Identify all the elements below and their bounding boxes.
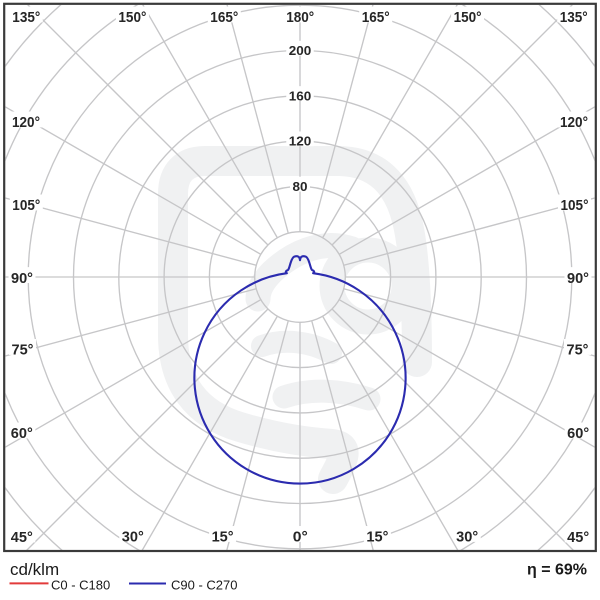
svg-text:30°: 30° xyxy=(456,530,478,546)
svg-text:15°: 15° xyxy=(212,530,234,546)
svg-text:45°: 45° xyxy=(11,530,33,546)
svg-text:η = 69%: η = 69% xyxy=(527,562,587,579)
svg-text:0°: 0° xyxy=(293,530,308,546)
svg-text:75°: 75° xyxy=(12,343,34,359)
svg-text:150°: 150° xyxy=(454,10,482,26)
svg-text:135°: 135° xyxy=(12,10,40,26)
svg-text:160: 160 xyxy=(289,88,312,103)
svg-text:60°: 60° xyxy=(567,426,589,442)
svg-text:120: 120 xyxy=(289,134,312,149)
svg-text:C90 - C270: C90 - C270 xyxy=(171,578,237,593)
svg-text:165°: 165° xyxy=(210,10,238,26)
svg-text:90°: 90° xyxy=(11,271,33,287)
svg-text:105°: 105° xyxy=(12,198,40,214)
svg-text:75°: 75° xyxy=(567,343,589,359)
svg-text:80: 80 xyxy=(293,179,308,194)
svg-text:200: 200 xyxy=(289,43,312,58)
svg-text:180°: 180° xyxy=(286,10,314,26)
svg-text:C0 - C180: C0 - C180 xyxy=(51,578,110,593)
svg-text:165°: 165° xyxy=(362,10,390,26)
svg-text:120°: 120° xyxy=(12,115,40,131)
svg-text:45°: 45° xyxy=(567,530,589,546)
svg-text:135°: 135° xyxy=(560,10,588,26)
svg-text:30°: 30° xyxy=(122,530,144,546)
svg-text:60°: 60° xyxy=(11,426,33,442)
svg-text:15°: 15° xyxy=(366,530,388,546)
svg-text:150°: 150° xyxy=(118,10,146,26)
svg-text:105°: 105° xyxy=(561,198,589,214)
svg-text:120°: 120° xyxy=(560,115,588,131)
svg-text:90°: 90° xyxy=(567,271,589,287)
svg-text:cd/klm: cd/klm xyxy=(10,560,59,579)
